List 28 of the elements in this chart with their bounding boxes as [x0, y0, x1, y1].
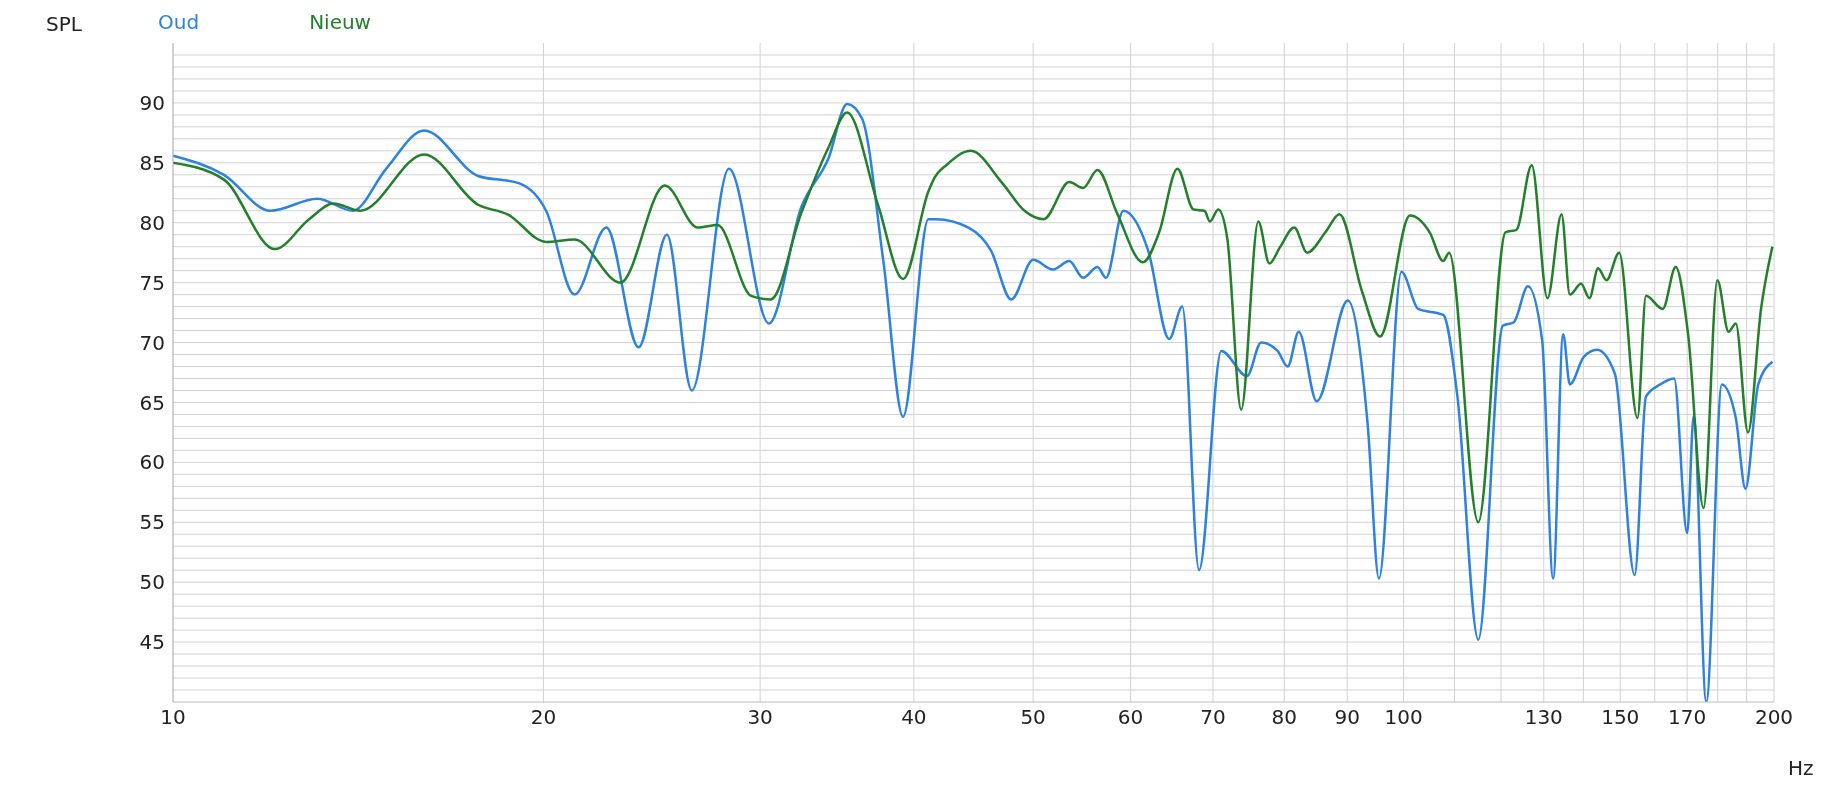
y-tick-label: 85 — [139, 150, 165, 175]
x-tick-label: 200 — [1754, 705, 1794, 730]
y-tick-label: 45 — [139, 630, 165, 655]
x-tick-label: 70 — [1200, 705, 1226, 730]
y-tick-label: 75 — [139, 270, 165, 295]
y-axis-title: SPL — [46, 12, 82, 36]
y-tick-label: 65 — [139, 390, 165, 415]
y-tick-label: 90 — [139, 91, 165, 116]
x-tick-label: 130 — [1524, 705, 1563, 730]
y-tick-label: 70 — [139, 330, 165, 355]
y-tick-label: 60 — [139, 450, 165, 475]
y-tick-label: 50 — [139, 570, 165, 595]
x-tick-label: 60 — [1117, 705, 1144, 730]
x-tick-label: 50 — [1020, 705, 1046, 730]
text: Oud — [158, 10, 200, 34]
x-axis-title: Hz — [1788, 756, 1814, 780]
x-tick-label: 170 — [1668, 705, 1707, 730]
x-tick-label: 100 — [1384, 705, 1423, 730]
text: Nieuw — [309, 10, 371, 34]
x-tick-label: 90 — [1334, 705, 1360, 730]
x-tick-label: 20 — [530, 705, 557, 730]
x-tick-label: 150 — [1601, 705, 1640, 730]
y-tick-label: 55 — [139, 510, 165, 535]
x-tick-label: 10 — [160, 705, 186, 730]
y-tick-label: 80 — [139, 210, 165, 235]
x-tick-label: 40 — [901, 705, 927, 730]
x-tick-label: 80 — [1271, 705, 1298, 730]
x-tick-label: 30 — [747, 705, 773, 730]
